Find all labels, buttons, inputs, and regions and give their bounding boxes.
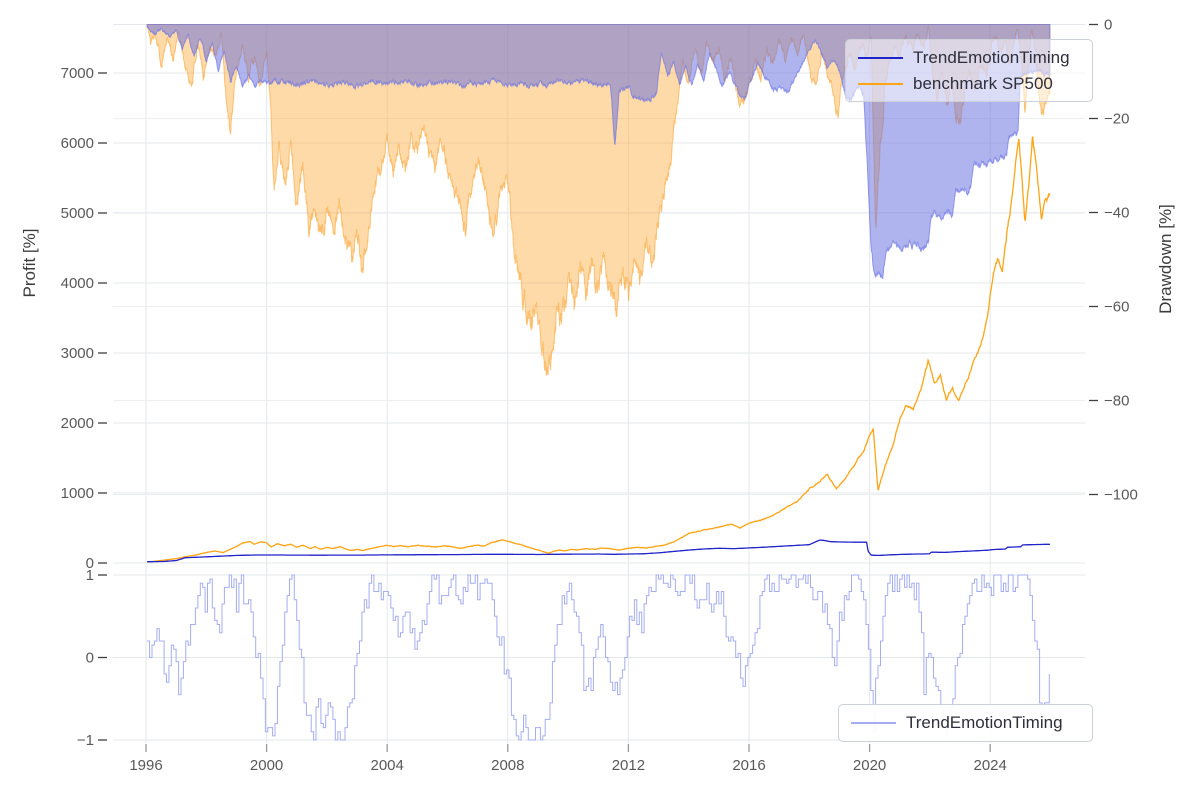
legend-item-trendemotiontiming[interactable]: TrendEmotionTiming [858, 45, 1092, 71]
signal-step-line [147, 574, 1050, 741]
y-tick-label-drawdown: −40 [1104, 205, 1129, 222]
legend-item-signal-trendemotiontiming[interactable]: TrendEmotionTiming [851, 710, 1063, 736]
x-tick-label-year: 2024 [974, 757, 1007, 774]
legend-label: TrendEmotionTiming [913, 48, 1070, 67]
legend-line-sample-strategy [858, 57, 903, 59]
x-tick-label-year: 2000 [250, 757, 283, 774]
y-tick-label-profit: 0 [86, 555, 94, 572]
y-tick-label-drawdown: −20 [1104, 111, 1129, 128]
y-tick-label-signal: 0 [86, 650, 94, 667]
legend-bottom[interactable]: TrendEmotionTiming [838, 704, 1093, 742]
x-tick-label-year: 2008 [491, 757, 524, 774]
x-tick-label-year: 2020 [853, 757, 886, 774]
x-tick-label-year: 2016 [732, 757, 765, 774]
legend-label: TrendEmotionTiming [906, 713, 1063, 732]
legend-line-sample-signal [851, 722, 896, 724]
y-tick-label-signal: −1 [77, 732, 94, 749]
legend-top[interactable]: TrendEmotionTiming benchmark SP500 [845, 39, 1093, 102]
y-tick-label-profit: 5000 [61, 205, 94, 222]
y-tick-label-drawdown: −60 [1104, 299, 1129, 316]
y-tick-label-profit: 1000 [61, 485, 94, 502]
y-tick-label-profit: 7000 [61, 65, 94, 82]
y-tick-label-profit: 6000 [61, 135, 94, 152]
x-tick-label-year: 1996 [129, 757, 162, 774]
legend-item-benchmark-sp500[interactable]: benchmark SP500 [858, 71, 1092, 97]
y-tick-label-profit: 2000 [61, 415, 94, 432]
legend-label: benchmark SP500 [913, 74, 1053, 93]
y-tick-label-drawdown: 0 [1104, 17, 1112, 34]
y-tick-label-drawdown: −100 [1104, 487, 1138, 504]
x-tick-label-year: 2012 [612, 757, 645, 774]
y-tick-label-signal: 1 [86, 567, 94, 584]
profit-line-benchmark-sp500 [147, 135, 1051, 563]
y-tick-label-profit: 3000 [61, 345, 94, 362]
profit-line-trendemotiontiming [147, 539, 1050, 563]
x-tick-label-year: 2004 [371, 757, 404, 774]
y-tick-label-profit: 4000 [61, 275, 94, 292]
y-tick-label-drawdown: −80 [1104, 393, 1129, 410]
legend-line-sample-benchmark [858, 83, 903, 85]
